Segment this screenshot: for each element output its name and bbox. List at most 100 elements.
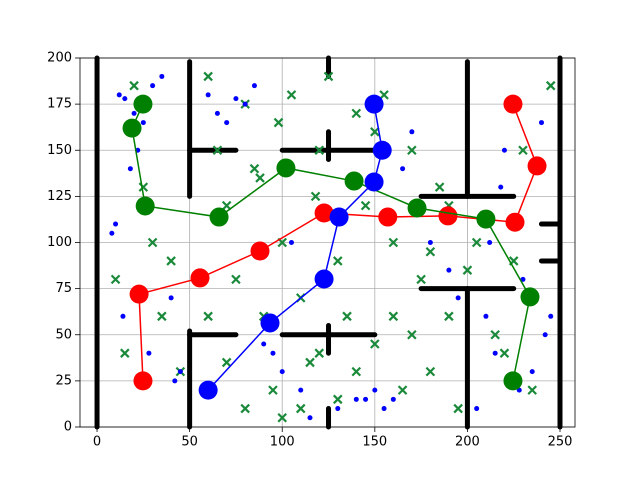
y-tick-label: 0 [64,420,72,435]
route-node [314,203,334,223]
point [205,92,211,98]
point [487,240,493,245]
obstacle-marker [129,80,139,91]
obstacle-marker [333,394,343,405]
route-node [438,206,458,226]
route-node [476,209,496,229]
obstacle-marker [249,163,260,174]
obstacle-marker [499,348,510,358]
obstacle-marker [240,403,250,414]
x-tick-label: 200 [455,435,480,450]
route-node [520,287,540,307]
obstacle-marker [379,90,389,100]
obstacle-marker [203,311,213,322]
point [116,92,122,98]
route-node [407,198,427,218]
obstacle-marker [370,339,380,349]
obstacle-marker [166,256,176,266]
obstacle-marker [351,366,362,377]
point [363,396,369,402]
route-line [138,103,538,381]
obstacle-marker [147,237,158,248]
obstacle-marker [388,237,399,248]
point [520,276,526,282]
obstacle-marker [310,191,321,202]
obstacle-marker [323,71,334,82]
y-tick-label: 75 [55,281,72,296]
point [409,129,415,135]
obstacle-marker [342,311,352,322]
point [390,396,396,402]
route-node [133,371,153,391]
point [372,387,378,393]
obstacle-marker [425,366,436,377]
x-tick-label: 50 [181,435,198,450]
obstacle-marker [305,357,315,368]
point [498,184,504,190]
point [474,406,480,412]
point [307,415,313,421]
obstacle-marker [286,90,297,100]
route-node [364,172,384,192]
obstacle-marker [138,182,149,192]
obstacle-marker [490,329,500,340]
route-node [503,371,523,391]
route-node [378,207,398,227]
point [150,83,156,89]
point [177,369,183,375]
point [446,267,452,273]
point [242,101,248,107]
point [168,295,174,301]
y-tick-label: 25 [55,373,72,388]
y-tick-label: 175 [47,97,72,112]
point [400,166,406,172]
point [109,230,115,236]
route-node [344,171,364,191]
point [455,295,461,301]
obstacle-marker [314,145,325,156]
obstacle-marker [407,329,417,340]
point [120,313,126,319]
route-node [190,268,210,288]
point [279,369,285,375]
point [172,378,178,384]
x-tick-label: 0 [93,435,101,450]
obstacle-marker [425,246,436,257]
obstacle-marker [221,357,232,368]
point [251,83,257,89]
route-node [364,94,384,114]
obstacle-marker [255,173,265,183]
y-tick-label: 50 [55,327,72,342]
obstacle-marker [518,145,528,156]
route-node [133,94,153,114]
point [159,73,165,79]
point [261,341,267,347]
point [492,350,498,356]
point [140,120,146,126]
point [353,396,359,402]
route-node [260,313,280,333]
obstacle-marker [434,182,445,192]
route-node [372,140,392,160]
route-node [209,207,229,227]
obstacle-marker [212,145,223,156]
obstacle-marker [360,200,371,211]
y-tick-label: 200 [47,51,72,66]
route-node [129,284,149,304]
x-tick-label: 250 [548,435,573,450]
obstacle-marker [120,348,130,358]
point [483,313,489,319]
point [298,387,304,393]
route-node [527,156,547,176]
y-tick-label: 125 [47,189,72,204]
point [501,147,507,153]
obstacle-marker [471,237,482,248]
obstacle-marker [277,412,287,423]
obstacle-marker [370,127,380,137]
route-node [276,158,296,178]
obstacle-marker [453,403,463,414]
point [127,166,133,172]
point [113,221,119,227]
